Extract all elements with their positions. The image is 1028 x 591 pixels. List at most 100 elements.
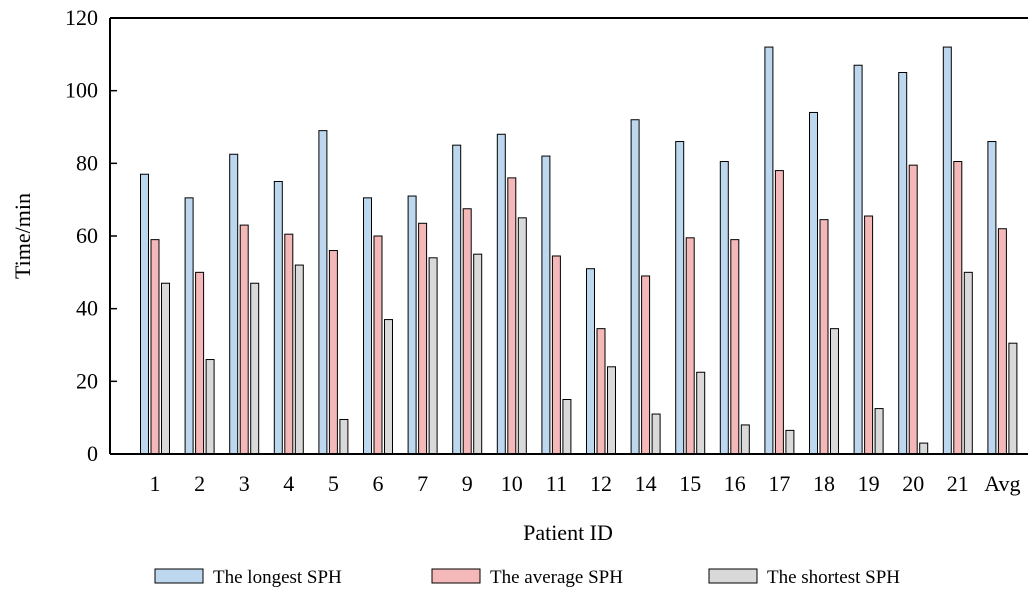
bar-the-average-sph-5: [328, 250, 338, 455]
bar-the-average-sph-15: [685, 237, 695, 455]
x-tick-label: Avg: [984, 471, 1020, 496]
x-tick-label: 7: [417, 471, 428, 496]
bar-the-longest-sph-19: [853, 64, 863, 455]
bar-the-average-sph-9: [462, 208, 472, 455]
bar-the-shortest-sph-12: [607, 366, 616, 455]
bar-the-average-sph-20: [908, 164, 918, 455]
bar-the-average-sph-6: [373, 235, 383, 455]
y-tick-label: 80: [76, 150, 98, 175]
bar-the-average-sph-2: [195, 271, 205, 455]
bar-the-average-sph-18: [819, 219, 829, 455]
y-tick-label: 20: [76, 368, 98, 393]
bar-the-longest-sph-17: [764, 46, 774, 455]
bar-the-shortest-sph-10: [517, 217, 527, 455]
x-tick-label: 17: [768, 471, 790, 496]
x-tick-label: 2: [194, 471, 205, 496]
legend-label: The shortest SPH: [767, 567, 900, 588]
bar-the-average-sph-19: [864, 215, 874, 455]
x-ticks-group: 1 2 3 4 5 6 7 9 10 11 12 14 15 16 17 18 19 20 21 Avg: [150, 471, 1021, 496]
bar-the-shortest-sph-14: [651, 413, 661, 455]
bar-the-shortest-sph-18: [830, 328, 839, 455]
bar-the-average-sph-21: [953, 161, 963, 455]
legend-label: The average SPH: [490, 567, 623, 588]
bar-the-longest-sph-6: [363, 197, 372, 455]
x-tick-label: 14: [635, 471, 657, 496]
bar-the-longest-sph-21: [942, 46, 952, 455]
bar-the-longest-sph-3: [229, 153, 239, 455]
bar-the-longest-sph-7: [407, 195, 417, 455]
x-tick-label: 5: [328, 471, 339, 496]
bar-the-shortest-sph-15: [696, 371, 706, 455]
y-tick-label: 40: [76, 296, 98, 321]
bar-the-shortest-sph-7: [428, 257, 438, 455]
bar-the-shortest-sph-avg: [1008, 342, 1018, 455]
bar-the-longest-sph-4: [273, 181, 283, 455]
bar-the-average-sph-16: [730, 239, 740, 455]
bar-the-shortest-sph-3: [250, 282, 260, 455]
bar-the-longest-sph-9: [452, 144, 462, 455]
bar-the-longest-sph-1: [140, 173, 149, 455]
bar-the-longest-sph-avg: [987, 141, 997, 455]
x-tick-label: 6: [373, 471, 384, 496]
x-tick-label: 16: [724, 471, 746, 496]
x-tick-label: 21: [947, 471, 969, 496]
bar-the-longest-sph-15: [675, 141, 685, 455]
bar-the-shortest-sph-6: [384, 319, 393, 455]
bar-the-shortest-sph-9: [473, 253, 483, 455]
bar-the-average-sph-3: [239, 224, 249, 455]
legend-label: The longest SPH: [213, 567, 342, 588]
bar-the-average-sph-7: [418, 222, 428, 455]
x-tick-label: 4: [283, 471, 294, 496]
y-tick-label: 100: [65, 78, 98, 103]
bar-the-longest-sph-18: [809, 111, 818, 455]
x-axis-title: Patient ID: [523, 520, 613, 545]
bar-the-average-sph-14: [641, 275, 651, 455]
x-tick-label: 11: [546, 471, 567, 496]
bar-the-shortest-sph-20: [919, 442, 929, 455]
bar-the-longest-sph-20: [898, 72, 908, 455]
bar-the-shortest-sph-21: [963, 271, 973, 455]
bar-the-shortest-sph-16: [740, 424, 750, 455]
x-tick-label: 20: [902, 471, 924, 496]
bar-the-longest-sph-2: [184, 197, 194, 455]
bar-the-shortest-sph-1: [161, 282, 170, 455]
y-axis-title: Time/min: [10, 193, 35, 279]
bar-the-longest-sph-10: [496, 133, 506, 455]
bar-the-shortest-sph-11: [562, 399, 572, 455]
x-tick-label: 10: [501, 471, 523, 496]
legend-swatch-the-longest-sph: [154, 568, 204, 584]
y-tick-label: 0: [87, 441, 98, 466]
bar-the-average-sph-4: [284, 233, 294, 455]
y-tick-label: 120: [65, 5, 98, 30]
y-tick-label: 60: [76, 223, 98, 248]
y-ticks-group: 0 20 40 60 80 100 120: [65, 5, 117, 466]
bar-the-average-sph-1: [150, 239, 160, 455]
bar-the-average-sph-17: [774, 170, 784, 455]
bar-the-longest-sph-5: [318, 130, 328, 455]
bars-group: [140, 46, 1018, 455]
legend-swatch-the-average-sph: [431, 568, 481, 584]
bar-the-shortest-sph-2: [205, 359, 215, 455]
x-tick-label: 19: [858, 471, 880, 496]
bar-the-shortest-sph-19: [874, 408, 884, 455]
legend: The longest SPH The average SPH The shorte…: [154, 567, 900, 588]
x-tick-label: 1: [150, 471, 161, 496]
bar-the-shortest-sph-5: [339, 418, 349, 455]
bar-the-longest-sph-16: [719, 161, 729, 455]
bar-the-average-sph-11: [551, 255, 561, 455]
bar-the-longest-sph-11: [541, 155, 551, 455]
x-tick-label: 15: [679, 471, 701, 496]
x-tick-label: 3: [239, 471, 250, 496]
x-tick-label: 18: [813, 471, 835, 496]
bar-the-average-sph-12: [596, 328, 606, 455]
bar-the-shortest-sph-17: [785, 429, 795, 455]
bar-the-longest-sph-14: [630, 119, 640, 455]
bar-the-longest-sph-12: [586, 268, 595, 455]
bar-the-average-sph-avg: [997, 228, 1007, 455]
x-tick-label: 9: [462, 471, 473, 496]
x-tick-label: 12: [590, 471, 612, 496]
bar-the-shortest-sph-4: [294, 264, 304, 455]
bar-the-average-sph-10: [507, 177, 517, 455]
legend-swatch-the-shortest-sph: [708, 568, 758, 584]
